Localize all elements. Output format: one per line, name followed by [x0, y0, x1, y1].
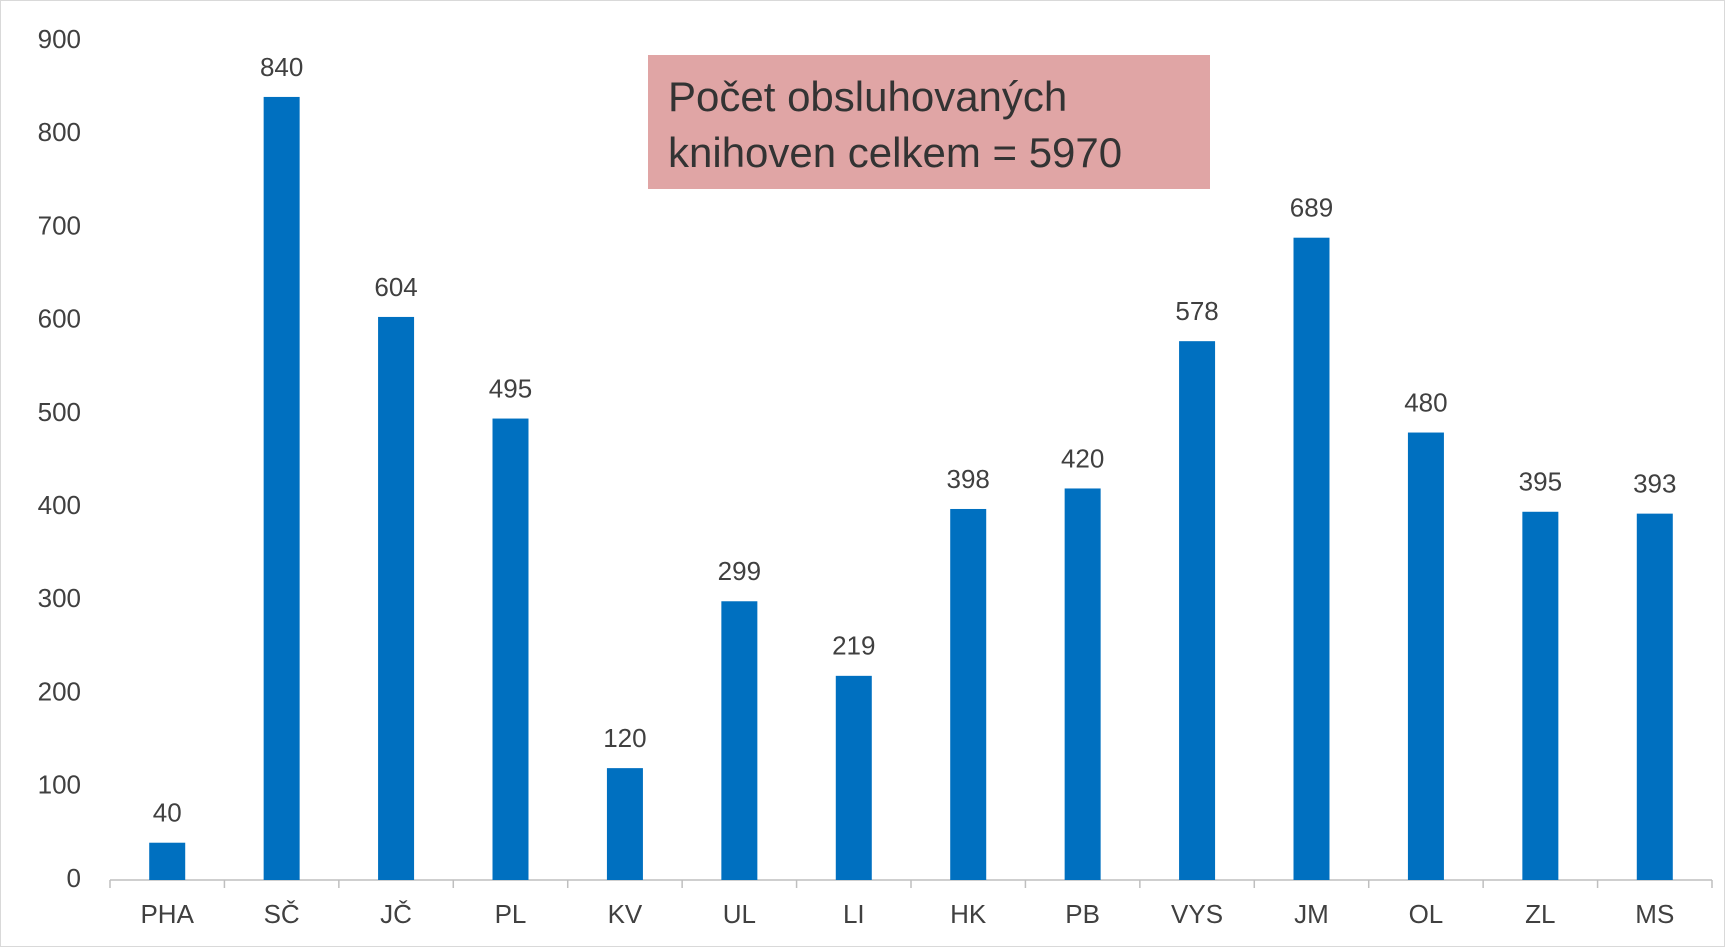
- data-label: 219: [832, 631, 875, 661]
- x-tick-label: HK: [950, 899, 987, 929]
- y-tick-label: 300: [38, 583, 81, 613]
- x-tick-label: KV: [608, 899, 643, 929]
- y-tick-label: 900: [38, 24, 81, 54]
- bar: [378, 316, 415, 881]
- y-tick-label: 700: [38, 210, 81, 240]
- bar: [721, 601, 758, 880]
- x-tick-label: MS: [1635, 899, 1674, 929]
- x-tick-label: JČ: [380, 899, 412, 929]
- bar: [1179, 341, 1216, 881]
- bar: [1293, 237, 1330, 881]
- annotation-line: knihoven celkem = 5970: [668, 129, 1122, 176]
- y-tick-label: 0: [67, 863, 81, 893]
- data-label: 395: [1519, 467, 1562, 497]
- x-tick-label: UL: [723, 899, 756, 929]
- annotation-box: [648, 55, 1210, 189]
- annotation-line: Počet obsluhovaných: [668, 73, 1067, 120]
- data-label: 299: [718, 556, 761, 586]
- data-label: 495: [489, 373, 532, 403]
- y-tick-label: 200: [38, 676, 81, 706]
- x-tick-label: SČ: [264, 899, 300, 929]
- bar: [835, 675, 872, 880]
- y-tick-label: 100: [38, 770, 81, 800]
- data-label: 120: [603, 723, 646, 753]
- bar: [149, 842, 186, 880]
- y-tick-label: 400: [38, 490, 81, 520]
- data-label: 604: [374, 272, 417, 302]
- x-tick-label: JM: [1294, 899, 1329, 929]
- bar: [492, 418, 529, 880]
- data-label: 398: [947, 464, 990, 494]
- x-tick-label: PB: [1065, 899, 1100, 929]
- data-label: 689: [1290, 193, 1333, 223]
- x-tick-label: ZL: [1525, 899, 1555, 929]
- data-label: 40: [153, 798, 182, 828]
- y-tick-label: 500: [38, 397, 81, 427]
- bar: [1407, 432, 1444, 880]
- data-label: 420: [1061, 443, 1104, 473]
- bar: [1064, 488, 1101, 880]
- x-tick-label: OL: [1409, 899, 1444, 929]
- data-label: 480: [1404, 387, 1447, 417]
- y-tick-label: 800: [38, 117, 81, 147]
- bar: [1522, 511, 1559, 880]
- x-tick-label: PL: [495, 899, 527, 929]
- bar: [950, 508, 987, 880]
- bar: [1636, 513, 1673, 880]
- bar: [263, 96, 300, 880]
- x-tick-label: LI: [843, 899, 865, 929]
- x-tick-label: PHA: [140, 899, 194, 929]
- data-label: 578: [1175, 296, 1218, 326]
- y-tick-label: 600: [38, 304, 81, 334]
- x-tick-label: VYS: [1171, 899, 1223, 929]
- data-label: 840: [260, 52, 303, 82]
- bar: [606, 768, 643, 880]
- data-label: 393: [1633, 469, 1676, 499]
